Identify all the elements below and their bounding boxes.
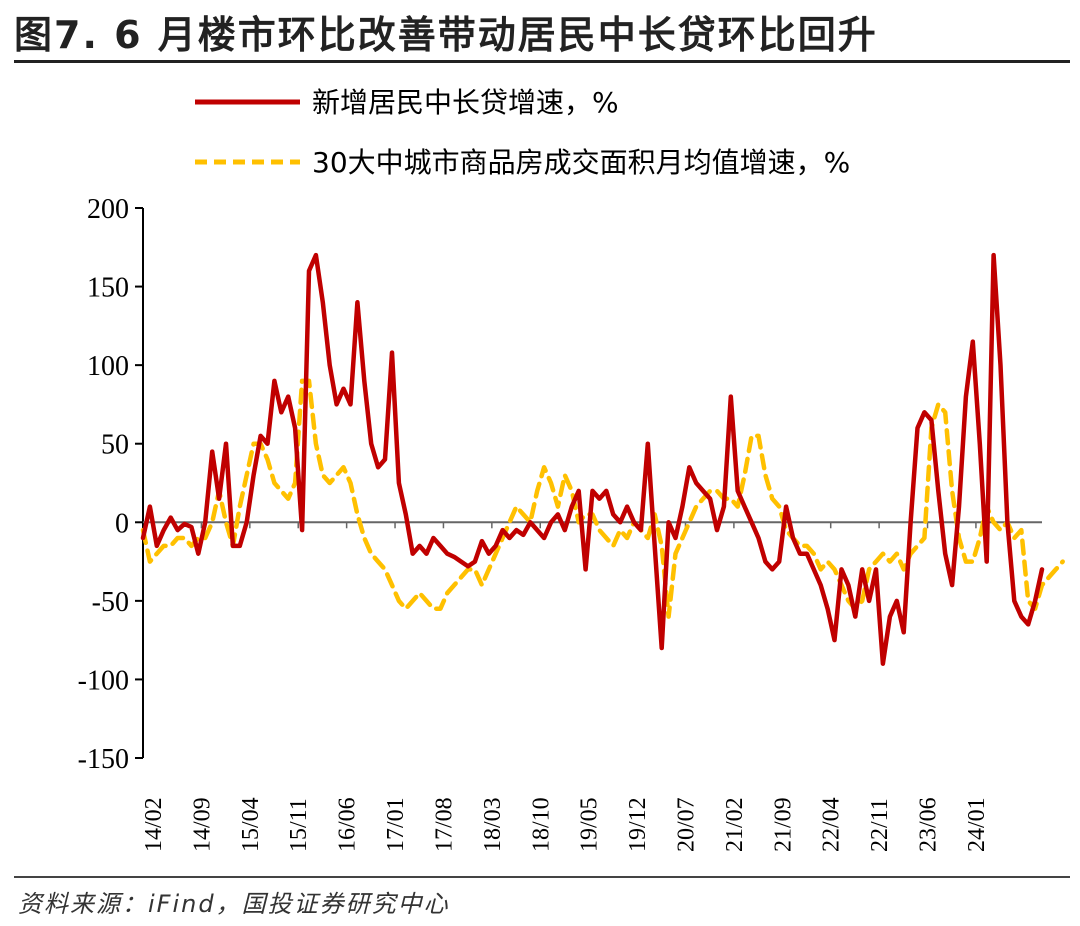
x-tick-label: 17/01 <box>383 797 409 852</box>
y-tick-label: 150 <box>87 273 129 304</box>
x-tick-label: 19/05 <box>577 797 603 852</box>
x-tick-label: 19/12 <box>625 797 651 852</box>
x-tick-label: 24/01 <box>964 797 990 852</box>
x-tick-label: 23/06 <box>916 797 942 852</box>
x-tick-label: 22/11 <box>867 798 893 852</box>
legend-label-1: 30大中城市商品房成交面积月均值增速，% <box>312 146 850 179</box>
x-tick-label: 14/02 <box>141 797 167 852</box>
x-tick-label: 17/08 <box>431 797 457 852</box>
x-tick-label: 18/10 <box>528 797 554 852</box>
x-axis: 14/02 14/09 15/04 15/11 16/06 17/01 17/08 18/03… <box>141 521 1042 852</box>
x-tick-label: 15/04 <box>238 797 264 852</box>
x-tick-label: 21/09 <box>770 797 796 852</box>
legend-label-0: 新增居民中长贷增速，% <box>312 86 619 119</box>
x-tick-label: 21/02 <box>722 797 748 852</box>
title-rule <box>14 60 1070 63</box>
source-note: 资料来源：iFind，国投证券研究中心 <box>18 890 450 918</box>
y-tick-label: 100 <box>87 351 129 382</box>
y-axis: 200 150 100 50 0 -50 -100 -150 <box>78 194 144 775</box>
legend: 新增居民中长贷增速，% 30大中城市商品房成交面积月均值增速，% <box>195 86 850 179</box>
source-rule <box>14 876 1070 878</box>
series-layer <box>140 252 1065 666</box>
x-tick-label: 18/03 <box>480 797 506 852</box>
x-tick-label: 20/07 <box>673 797 699 852</box>
x-tick-label: 15/11 <box>286 798 312 852</box>
x-tick-label: 22/04 <box>819 797 845 852</box>
y-tick-label: 0 <box>115 508 129 539</box>
series-line-0 <box>140 252 1045 666</box>
x-tick-label: 14/09 <box>189 797 215 852</box>
y-tick-label: 200 <box>87 194 129 225</box>
y-tick-label: -100 <box>78 665 129 696</box>
x-tick-label: 16/06 <box>335 797 361 852</box>
y-tick-label: 50 <box>101 430 129 461</box>
y-tick-label: -150 <box>78 744 129 775</box>
page-title: 图7. 6 月楼市环比改善带动居民中长贷环比回升 <box>14 13 878 57</box>
y-tick-label: -50 <box>92 587 129 618</box>
